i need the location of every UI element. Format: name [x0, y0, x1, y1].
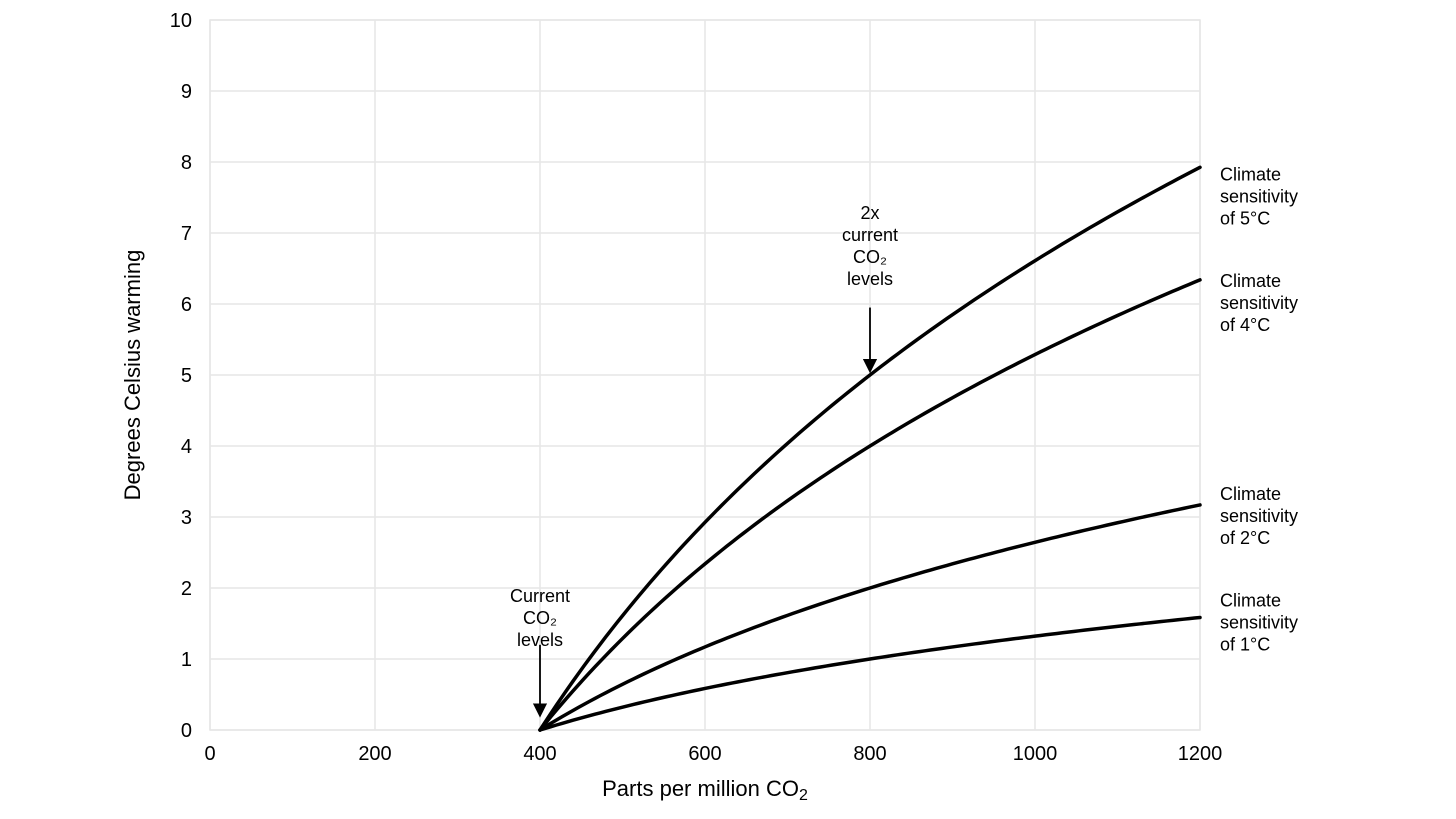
y-tick-label: 3 [181, 507, 192, 529]
y-tick-label: 10 [170, 10, 192, 32]
y-tick-label: 9 [181, 81, 192, 103]
y-axis-label: Degrees Celsius warming [120, 250, 145, 501]
x-tick-label: 800 [853, 743, 886, 765]
chart-svg: 0 200 400 600 800 1000 1200 0 1 2 3 4 5 6 7 8 9 10 Parts p… [0, 0, 1456, 819]
x-tick-label: 600 [688, 743, 721, 765]
x-tick-label: 200 [358, 743, 391, 765]
y-tick-label: 6 [181, 294, 192, 316]
y-tick-label: 7 [181, 223, 192, 245]
y-tick-label: 4 [181, 436, 192, 458]
x-tick-label: 0 [204, 743, 215, 765]
x-tick-label: 1000 [1013, 743, 1058, 765]
y-tick-label: 8 [181, 152, 192, 174]
climate-sensitivity-chart: 0 200 400 600 800 1000 1200 0 1 2 3 4 5 6 7 8 9 10 Parts p… [0, 0, 1456, 819]
x-axis-label: Parts per million CO2 [602, 776, 808, 804]
x-tick-label: 1200 [1178, 743, 1223, 765]
y-tick-label: 2 [181, 578, 192, 600]
y-tick-label: 0 [181, 720, 192, 742]
y-tick-label: 1 [181, 649, 192, 671]
y-tick-label: 5 [181, 365, 192, 387]
x-tick-label: 400 [523, 743, 556, 765]
chart-bg [0, 0, 1456, 819]
